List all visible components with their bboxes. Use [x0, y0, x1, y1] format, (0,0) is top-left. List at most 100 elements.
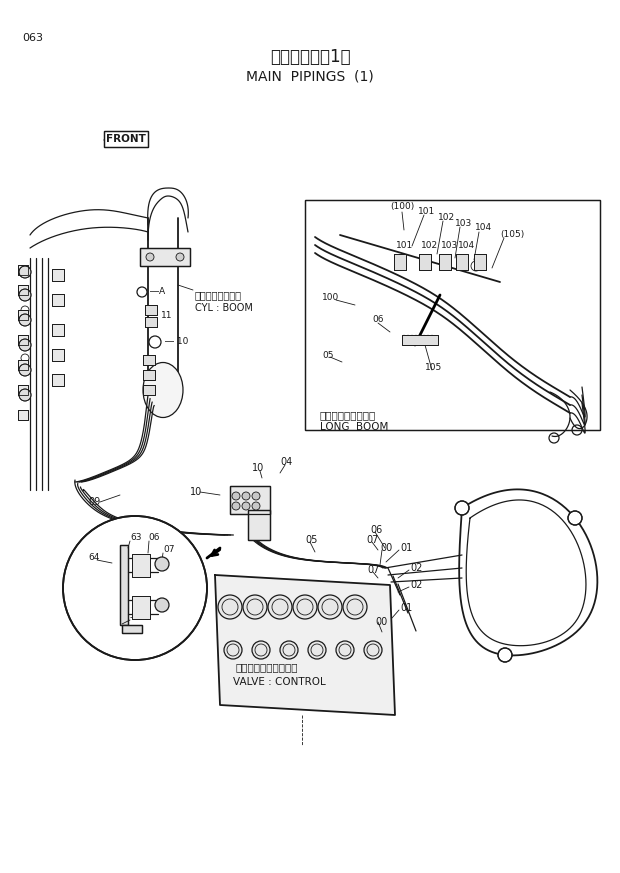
Bar: [248, 510, 270, 540]
Bar: [394, 254, 406, 270]
Circle shape: [19, 289, 31, 301]
Text: 105: 105: [425, 363, 442, 373]
Text: 101: 101: [418, 207, 435, 216]
Bar: [52, 294, 64, 306]
Bar: [120, 545, 128, 625]
Circle shape: [280, 641, 298, 659]
Bar: [52, 294, 64, 306]
Bar: [18, 310, 28, 320]
Circle shape: [19, 266, 31, 278]
Bar: [145, 305, 157, 315]
Text: 01: 01: [400, 603, 412, 613]
Bar: [230, 486, 270, 514]
Circle shape: [243, 595, 267, 619]
Circle shape: [318, 595, 342, 619]
Circle shape: [232, 502, 240, 510]
Bar: [18, 335, 28, 345]
Text: 02: 02: [410, 580, 422, 590]
Circle shape: [336, 641, 354, 659]
Text: CYL : BOOM: CYL : BOOM: [195, 303, 253, 313]
Bar: [132, 596, 150, 619]
Bar: [456, 254, 468, 270]
Text: 05: 05: [322, 350, 334, 360]
Text: —08: —08: [130, 614, 151, 622]
Text: (100): (100): [390, 203, 414, 211]
Bar: [52, 374, 64, 386]
Circle shape: [19, 314, 31, 326]
Text: 102: 102: [421, 242, 438, 251]
Bar: [18, 335, 28, 345]
Circle shape: [364, 641, 382, 659]
Text: 06: 06: [148, 533, 159, 542]
Bar: [52, 374, 64, 386]
Circle shape: [568, 511, 582, 525]
Bar: [122, 625, 142, 633]
Bar: [143, 385, 155, 395]
Text: (105): (105): [500, 230, 525, 238]
Bar: [145, 317, 157, 327]
Bar: [104, 131, 148, 147]
Bar: [122, 625, 142, 633]
Text: 00: 00: [375, 617, 388, 627]
Bar: [18, 310, 28, 320]
Bar: [419, 254, 431, 270]
Bar: [439, 254, 451, 270]
Bar: [52, 324, 64, 336]
Bar: [402, 335, 438, 345]
Text: 103: 103: [455, 218, 472, 228]
Circle shape: [19, 389, 31, 401]
Text: 10: 10: [190, 487, 202, 497]
Circle shape: [242, 502, 250, 510]
Text: 04: 04: [280, 457, 292, 467]
Bar: [143, 355, 155, 365]
Bar: [305, 200, 600, 430]
Circle shape: [252, 492, 260, 500]
Bar: [140, 248, 190, 266]
Bar: [52, 349, 64, 361]
Circle shape: [155, 598, 169, 612]
Bar: [394, 254, 406, 270]
Text: 06: 06: [370, 525, 383, 535]
Bar: [132, 596, 150, 619]
Bar: [18, 410, 28, 420]
Text: 05: 05: [305, 535, 317, 545]
Text: メイン配管（1）: メイン配管（1）: [270, 48, 350, 66]
Bar: [18, 385, 28, 395]
Bar: [143, 370, 155, 380]
Circle shape: [155, 557, 169, 571]
Circle shape: [63, 516, 207, 660]
Circle shape: [293, 595, 317, 619]
Text: 63: 63: [130, 533, 141, 542]
Text: 02: 02: [410, 563, 422, 573]
Text: 104: 104: [475, 223, 492, 232]
Text: 07: 07: [366, 535, 378, 545]
Bar: [18, 265, 28, 275]
Bar: [305, 200, 600, 430]
Bar: [230, 486, 270, 514]
Bar: [18, 385, 28, 395]
Bar: [52, 269, 64, 281]
Text: 00: 00: [380, 543, 392, 553]
Text: 063: 063: [22, 33, 43, 43]
Text: ― 10: ― 10: [165, 338, 188, 347]
Circle shape: [146, 253, 154, 261]
Circle shape: [498, 648, 512, 662]
Bar: [132, 554, 150, 577]
Bar: [143, 370, 155, 380]
Bar: [143, 355, 155, 365]
Circle shape: [252, 502, 260, 510]
Bar: [18, 410, 28, 420]
Bar: [402, 335, 438, 345]
Circle shape: [19, 339, 31, 351]
Text: ロングブーム装着時: ロングブーム装着時: [320, 410, 376, 420]
Polygon shape: [215, 575, 395, 715]
Bar: [140, 248, 190, 266]
Text: LONG  BOOM: LONG BOOM: [320, 422, 388, 432]
Bar: [145, 305, 157, 315]
Bar: [474, 254, 486, 270]
Bar: [120, 545, 128, 625]
Text: 101: 101: [396, 242, 414, 251]
Bar: [145, 317, 157, 327]
Circle shape: [308, 641, 326, 659]
Text: バルブ：コントロール: バルブ：コントロール: [235, 662, 298, 672]
